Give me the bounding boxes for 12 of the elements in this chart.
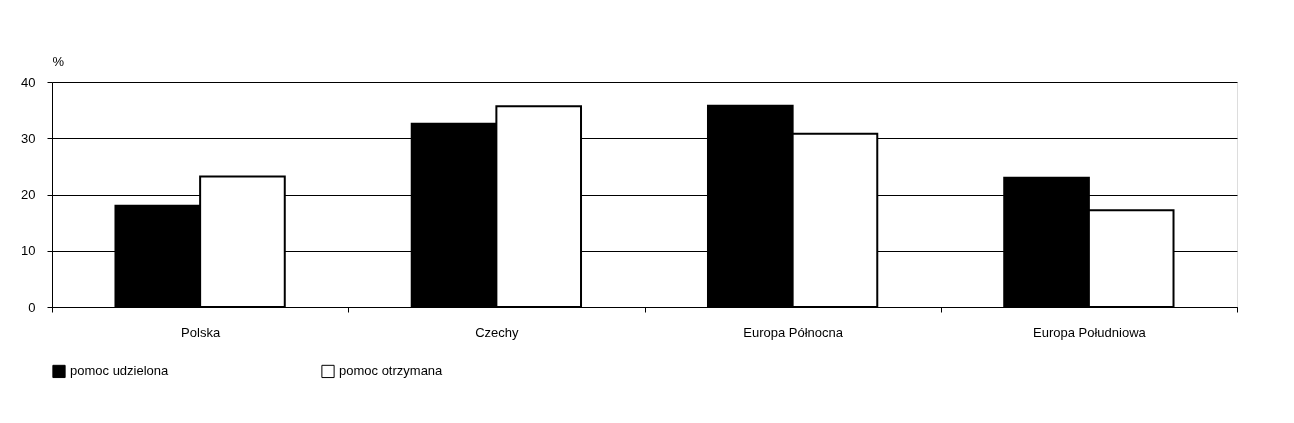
y-tick-label: 20 (21, 187, 36, 202)
x-tick-label: Czechy (475, 324, 520, 340)
legend-label: pomoc otrzymana (339, 363, 444, 379)
y-tick-label: 40 (21, 74, 36, 90)
y-axis-title: % (52, 53, 65, 69)
y-tick-label: 0 (28, 299, 36, 315)
y-tick-label: 10 (21, 243, 36, 259)
x-tick-label: Europa Północna (743, 324, 844, 340)
x-tick-label: Europa Południowa (1033, 324, 1147, 340)
y-tick-label: 30 (21, 130, 36, 146)
x-tick-label: Polska (181, 324, 221, 340)
legend-label: pomoc udzielona (70, 363, 170, 379)
